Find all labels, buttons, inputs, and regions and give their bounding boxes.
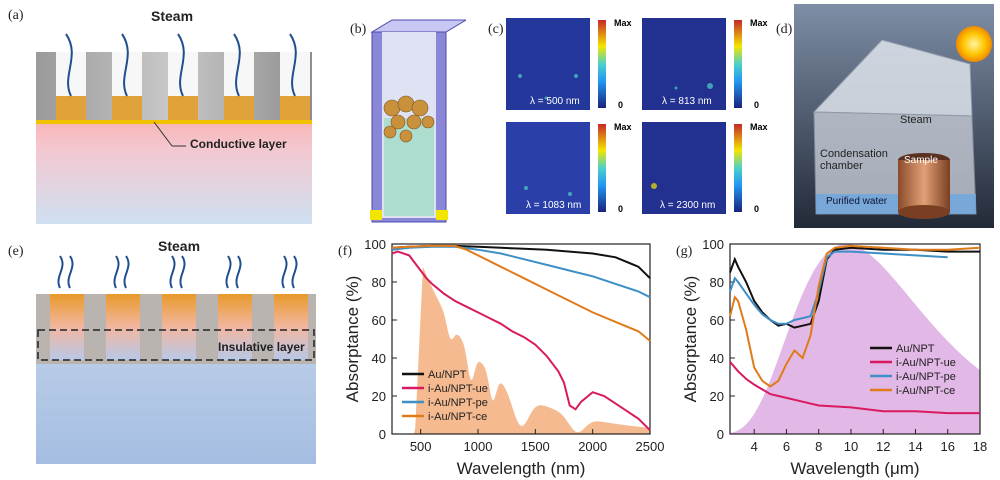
y-tick-label: 40	[710, 351, 724, 366]
spectrum-fill	[730, 244, 980, 434]
x-tick-label: 12	[876, 439, 890, 454]
y-axis-label: Absorptance (%)	[681, 276, 700, 403]
label-purified-water: Purified water	[826, 196, 888, 207]
cb4-min: 0	[754, 204, 760, 214]
x-axis-label: Wavelength (nm)	[457, 459, 586, 478]
series-line-au-npt	[391, 244, 651, 279]
legend-label: Au/NPT	[428, 369, 467, 381]
x-tick-label: 4	[751, 439, 758, 454]
legend-label: i-Au/NPT-pe	[896, 371, 956, 383]
y-tick-label: 60	[710, 313, 724, 328]
y-tick-label: 100	[364, 237, 386, 252]
panel-a-title: Steam	[151, 8, 194, 24]
conductive-layer-label: Conductive layer	[190, 137, 287, 151]
field-map-1	[506, 18, 590, 110]
x-tick-label: 6	[783, 439, 790, 454]
colorbar-2	[734, 20, 742, 108]
colorbar-4	[734, 124, 742, 212]
plot-frame	[391, 243, 651, 435]
x-tick-label: 1500	[521, 439, 550, 454]
y-tick-label: 20	[372, 389, 386, 404]
y-tick-label: 60	[372, 313, 386, 328]
y-tick-label: 0	[379, 427, 386, 442]
colorbar-3	[598, 124, 606, 212]
x-tick-label: 500	[410, 439, 432, 454]
x-tick-label: 1000	[464, 439, 493, 454]
y-tick-label: 0	[717, 427, 724, 442]
cb1-min: 0	[618, 100, 624, 110]
x-tick-label: 10	[844, 439, 858, 454]
y-tick-label: 100	[702, 237, 724, 252]
panel-label-a: (a)	[8, 8, 24, 23]
chart-f: 0 20 40 60 80 100 500 1000 1500 2000 2500 Wavelengt…	[343, 237, 665, 478]
legend-label: i-Au/NPT-pe	[428, 397, 488, 409]
x-tick-label: 18	[973, 439, 987, 454]
x-axis-label: Wavelength (μm)	[790, 459, 919, 478]
colorbar-1	[598, 20, 606, 108]
label-steam-d: Steam	[900, 114, 932, 126]
y-tick-label: 80	[372, 275, 386, 290]
label-sample: Sample	[904, 155, 938, 166]
panel-label-c: (c)	[488, 22, 504, 37]
x-tick-label: 2500	[636, 439, 665, 454]
y-tick-label: 80	[710, 275, 724, 290]
cb4-max: Max	[750, 122, 768, 132]
panel-label-b: (b)	[350, 22, 367, 37]
panel-a-illustration	[36, 33, 312, 224]
cb2-max: Max	[750, 18, 768, 28]
plot-frame	[729, 243, 981, 435]
label-condensation-chamber: Condensation chamber	[820, 148, 888, 172]
field-map-2	[642, 18, 726, 110]
legend-label: i-Au/NPT-ue	[896, 357, 956, 369]
x-tick-label: 2000	[578, 439, 607, 454]
legend-label: i-Au/NPT-ce	[428, 411, 487, 423]
series-line-i-au-npt-ue	[729, 361, 980, 415]
cb3-min: 0	[618, 204, 624, 214]
series-line-i-au-npt-ce	[729, 244, 981, 388]
cb2-min: 0	[754, 100, 760, 110]
panel-e-title: Steam	[158, 238, 201, 254]
x-tick-label: 14	[908, 439, 922, 454]
lambda-2300: λ = 2300 nm	[660, 200, 716, 211]
panel-c-field-maps	[506, 18, 742, 214]
legend-label: Au/NPT	[896, 343, 935, 355]
cb1-max: Max	[614, 18, 632, 28]
lambda-1083: λ = 1083 nm	[526, 200, 582, 211]
x-tick-label: 8	[815, 439, 822, 454]
series-line-i-au-npt-pe	[729, 250, 948, 325]
legend-label: i-Au/NPT-ce	[896, 385, 955, 397]
insulative-layer-label: Insulative layer	[218, 340, 305, 354]
series-line-i-au-npt-ce	[391, 244, 651, 342]
lambda-500: λ = 500 nm	[530, 96, 580, 107]
panel-d-illustration	[794, 4, 994, 228]
field-map-4	[642, 122, 726, 214]
x-tick-label: 16	[941, 439, 955, 454]
panel-b-illustration	[370, 19, 466, 223]
field-map-3	[506, 122, 590, 214]
y-axis-label: Absorptance (%)	[343, 276, 362, 403]
panel-label-f: (f)	[338, 244, 352, 259]
panel-e-illustration	[36, 255, 316, 464]
spectrum-fill	[392, 266, 650, 434]
series-line-i-au-npt-ue	[391, 250, 651, 431]
legend-label: i-Au/NPT-ue	[428, 383, 488, 395]
cb3-max: Max	[614, 122, 632, 132]
chart-g: 0 20 40 60 80 100 4 6 8 10 12 14 16 18 Wavelength (μm)…	[681, 237, 987, 478]
y-tick-label: 20	[710, 389, 724, 404]
series-line-au-npt	[729, 246, 980, 329]
y-tick-label: 40	[372, 351, 386, 366]
lambda-813: λ = 813 nm	[662, 96, 712, 107]
panel-label-g: (g)	[676, 244, 693, 259]
panel-label-e: (e)	[8, 244, 24, 259]
panel-label-d: (d)	[776, 22, 793, 37]
